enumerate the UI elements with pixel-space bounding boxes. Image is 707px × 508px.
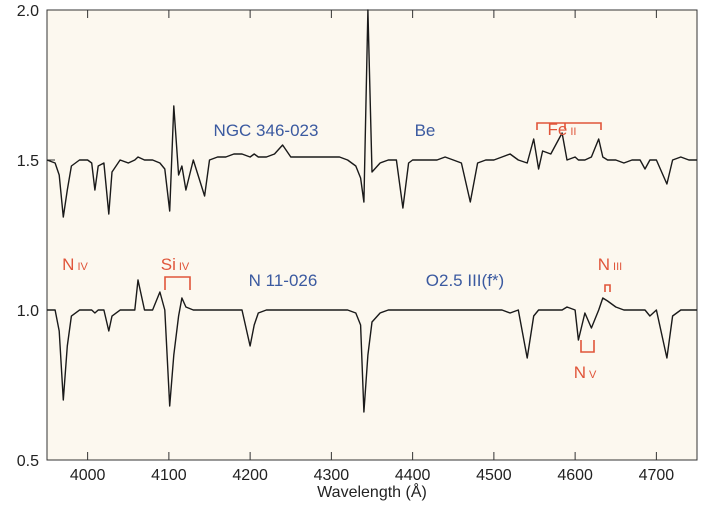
- x-tick-label: 4300: [314, 467, 350, 484]
- annotation-text: N: [62, 255, 74, 274]
- brackets: [164, 122, 611, 353]
- x-tick-label: 4100: [151, 467, 187, 484]
- si-bracket: [164, 276, 191, 290]
- y-tick-label: 1.5: [17, 153, 39, 170]
- n3-bracket: [604, 284, 611, 292]
- annotation-ion: IV: [179, 261, 190, 273]
- annotation: Fe II: [548, 120, 577, 139]
- annotation-ion: II: [570, 126, 576, 138]
- y-tick-label: 2.0: [17, 3, 39, 20]
- annotation-text: Si: [161, 255, 176, 274]
- annotation: Be: [415, 121, 436, 140]
- annotation-text: N 11-026: [249, 271, 318, 290]
- annotation-ion: III: [613, 261, 622, 273]
- annotation-text: N: [598, 255, 610, 274]
- x-tick-label: 4600: [557, 467, 593, 484]
- annotation-ion: IV: [77, 261, 88, 273]
- annotation: N 11-026: [249, 271, 318, 290]
- x-tick-label: 4000: [70, 467, 106, 484]
- x-tick-label: 4400: [395, 467, 431, 484]
- spectrum-line: [47, 279, 697, 413]
- fe-bracket: [536, 122, 602, 130]
- annotation-text: O2.5 III(f*): [426, 271, 504, 290]
- y-tick-label: 1.0: [17, 303, 39, 320]
- spectrum-line: [46, 9, 697, 218]
- annotation-text: Fe: [548, 120, 568, 139]
- annotation-text: NGC 346-023: [214, 121, 319, 140]
- annotation-text: Be: [415, 121, 436, 140]
- annotation: N IV: [62, 255, 88, 274]
- annotation: NGC 346-023: [214, 121, 319, 140]
- y-tick-label: 0.5: [17, 453, 39, 470]
- x-tick-label: 4500: [476, 467, 512, 484]
- annotation: O2.5 III(f*): [426, 271, 504, 290]
- annotation: N III: [598, 255, 622, 274]
- x-tick-label: 4200: [232, 467, 268, 484]
- n5-bracket: [580, 340, 595, 353]
- plot-area: [46, 9, 698, 461]
- x-axis-label: Wavelength (Å): [317, 482, 427, 501]
- annotation-ion: V: [589, 369, 597, 381]
- annotation: Si IV: [161, 255, 190, 274]
- annotation-text: N: [574, 363, 586, 382]
- x-tick-label: 4700: [639, 467, 675, 484]
